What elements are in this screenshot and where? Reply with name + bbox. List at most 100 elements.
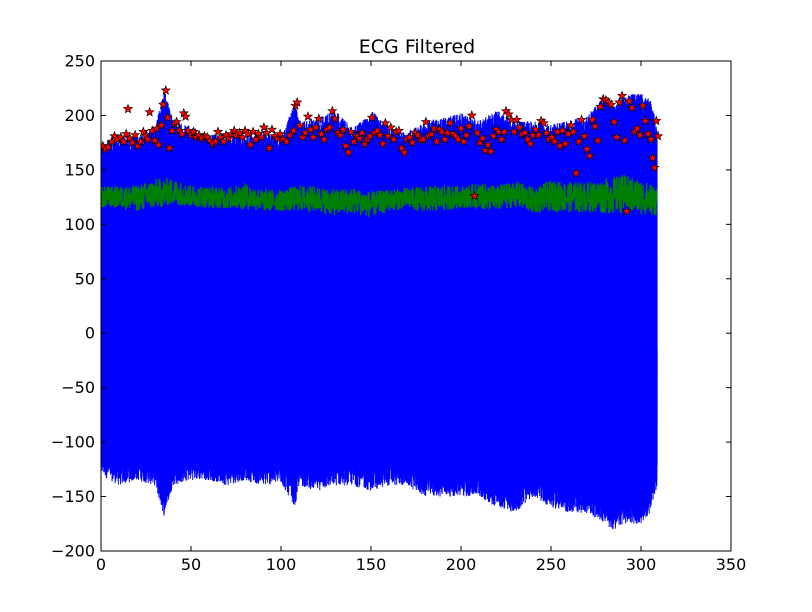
peak-marker	[568, 126, 579, 137]
peak-marker	[565, 119, 576, 130]
peak-marker	[356, 127, 368, 138]
y-tick-label: −100	[51, 433, 95, 452]
peak-marker	[436, 126, 448, 137]
peak-marker	[164, 142, 175, 153]
peak-marker	[560, 138, 571, 149]
x-tick-label: 50	[181, 555, 201, 574]
y-tick-label: 50	[75, 269, 95, 288]
peak-marker	[393, 125, 405, 136]
x-tick-label: 200	[446, 555, 477, 574]
peak-marker	[499, 126, 510, 137]
peak-marker	[118, 136, 129, 146]
peak-marker	[445, 117, 456, 128]
peak-marker	[138, 126, 149, 137]
peak-marker	[645, 133, 657, 144]
peak-marker	[313, 113, 324, 124]
peak-marker	[511, 114, 522, 125]
peak-marker	[485, 145, 496, 156]
peak-marker	[245, 139, 256, 150]
peak-marker	[264, 142, 275, 153]
peak-marker	[354, 132, 365, 143]
peak-marker	[382, 130, 394, 141]
peak-marker	[592, 135, 603, 145]
peak-marker	[292, 96, 303, 107]
peak-marker	[439, 133, 450, 144]
peak-marker	[171, 116, 182, 127]
peak-marker	[519, 127, 531, 138]
peak-marker	[637, 100, 648, 111]
peak-marker	[579, 130, 590, 141]
peak-marker	[329, 113, 341, 124]
peak-marker	[343, 147, 354, 157]
x-tick-label: 300	[626, 555, 657, 574]
y-tick-label: −150	[51, 487, 95, 506]
peak-marker	[284, 129, 296, 140]
peak-marker	[212, 126, 224, 137]
peak-marker	[608, 116, 620, 127]
peak-marker	[388, 133, 399, 144]
peak-marker	[281, 136, 292, 146]
peak-marker	[142, 133, 153, 144]
peak-marker	[103, 141, 114, 152]
peak-marker	[188, 126, 199, 137]
peak-marker	[651, 115, 662, 126]
x-tick-label: 250	[536, 555, 567, 574]
peak-marker	[412, 129, 423, 140]
y-tick-label: 250	[64, 52, 95, 71]
peak-marker	[377, 138, 388, 149]
peak-marker	[385, 121, 396, 132]
peak-marker	[302, 111, 314, 121]
peak-marker	[160, 84, 171, 95]
peak-marker	[335, 129, 346, 140]
peak-marker	[455, 123, 467, 133]
x-tick-label: 150	[356, 555, 387, 574]
peak-marker	[525, 138, 536, 149]
peak-marker	[127, 137, 138, 148]
peak-marker	[458, 136, 469, 146]
peak-marker	[121, 128, 132, 139]
peak-marker	[229, 125, 240, 136]
peak-marker	[634, 129, 646, 140]
peak-marker	[130, 129, 141, 140]
peak-marker	[606, 99, 617, 109]
peak-marker	[122, 103, 134, 114]
peak-marker	[461, 129, 472, 140]
peak-marker	[626, 102, 638, 113]
y-tick-label: 0	[85, 324, 95, 343]
peak-marker	[557, 125, 568, 136]
peak-marker	[176, 128, 188, 139]
peak-marker	[294, 119, 306, 130]
y-axis: −200 −150 −100 −50 0 50 100 150 200 250	[51, 52, 731, 561]
peak-marker	[399, 147, 410, 157]
peak-marker	[482, 139, 494, 150]
peak-marker	[466, 109, 477, 120]
y-tick-label: 200	[64, 106, 95, 125]
peak-marker	[589, 120, 601, 131]
y-tick-label: 100	[64, 215, 95, 234]
peak-marker	[396, 142, 407, 153]
axes-frame	[100, 60, 732, 552]
peak-marker	[643, 128, 654, 139]
peak-marker	[621, 205, 632, 216]
peak-marker	[308, 131, 319, 142]
peak-marker	[584, 150, 595, 161]
y-tick-label: 150	[64, 160, 95, 179]
peak-marker	[407, 137, 418, 148]
peak-marker	[149, 135, 161, 145]
x-tick-label: 0	[96, 555, 106, 574]
chart-title: ECG Filtered	[359, 36, 475, 58]
plot-data	[101, 84, 664, 530]
peak-marker	[366, 112, 378, 123]
peak-marker	[340, 140, 351, 151]
peak-marker	[472, 127, 483, 138]
peak-marker	[587, 114, 598, 125]
peak-marker	[549, 136, 560, 146]
peak-marker	[442, 127, 453, 138]
peak-marker	[327, 105, 338, 116]
peak-marker	[157, 99, 169, 109]
ecg-signal-line	[101, 88, 658, 530]
peak-marker	[530, 124, 541, 135]
peak-marker	[616, 90, 628, 101]
peak-marker	[374, 129, 386, 140]
peak-marker	[503, 108, 514, 119]
